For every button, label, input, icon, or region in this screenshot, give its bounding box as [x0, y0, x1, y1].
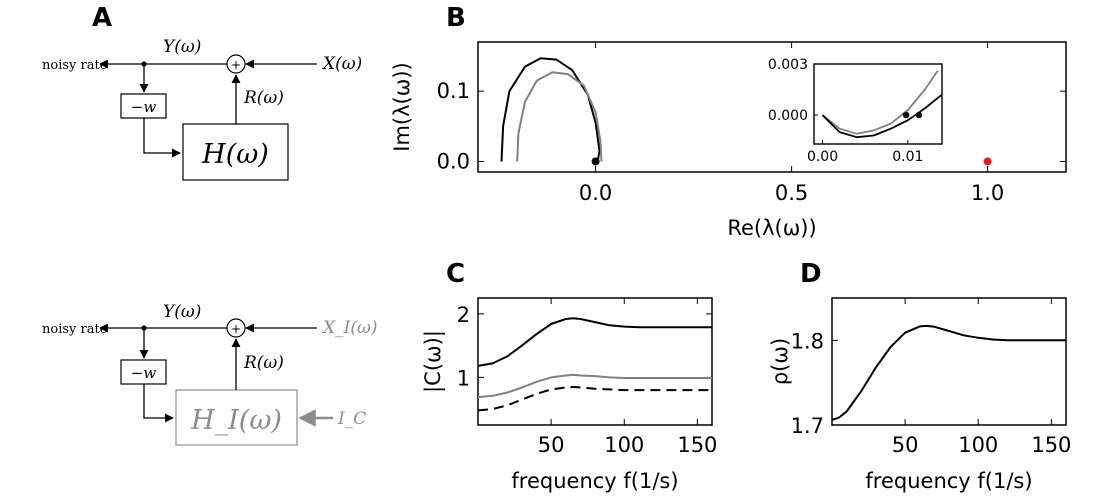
- frequency-curve: [477, 373, 712, 399]
- inset-x-tick-label: 0.01: [892, 149, 923, 165]
- gain-box: [120, 93, 167, 119]
- inset-marker-point: [902, 111, 910, 119]
- x-axis-label: frequency f(1/s): [511, 469, 678, 493]
- current-label: I_C: [337, 409, 366, 429]
- inset-marker-point: [915, 111, 923, 119]
- frequency-curve: [831, 324, 1066, 421]
- inset-y-tick-label: 0.003: [768, 57, 808, 73]
- transfer-function-label: H(ω): [201, 139, 269, 170]
- plot-frame: [477, 41, 1067, 173]
- gain-box: [120, 359, 167, 385]
- x-tick-label: 100: [958, 433, 998, 457]
- inset-curve: [821, 70, 939, 135]
- x-tick-label: 100: [604, 433, 644, 457]
- inset-plot-area: [821, 70, 942, 139]
- x-label: X(ω): [321, 54, 362, 74]
- inset-y-tick-label: 0.000: [768, 108, 808, 124]
- plot-frame: [477, 297, 713, 426]
- y-tick-label: 1.7: [791, 414, 824, 438]
- y-axis-label: |C(ω)|: [421, 330, 446, 393]
- chart-c: 50 100 150 1 2 frequency f(1/s) |C(ω)|: [421, 297, 717, 493]
- x-tick-label: 1.0: [971, 181, 1004, 205]
- block-diagram-top: + −w H(ω) noisy rate Y(ω) X(ω) R(ω): [42, 37, 362, 181]
- panel-letter-b: B: [446, 3, 466, 33]
- x-tick-label: 50: [892, 433, 919, 457]
- gain-label: −w: [131, 98, 157, 116]
- y-tick-label: 1: [457, 366, 470, 390]
- frequency-curve: [477, 317, 712, 367]
- y-axis-label: Im(λ(ω)): [390, 62, 414, 151]
- r-label: R(ω): [243, 353, 284, 373]
- inset-x-tick-label: 0.00: [807, 149, 838, 165]
- output-label: noisy rate: [42, 322, 108, 337]
- plot-frame: [831, 297, 1067, 426]
- y-tick-label: 0.0: [437, 149, 470, 173]
- feedback-arrow-right: [143, 384, 174, 423]
- chart-d: 50 100 150 1.7 1.8 frequency f(1/s) ρ(ω): [768, 297, 1071, 493]
- y-label: Y(ω): [163, 37, 201, 57]
- panel-letter-c: C: [446, 259, 465, 289]
- r-label: R(ω): [243, 88, 284, 108]
- transfer-function-box: [182, 123, 289, 181]
- chart-b: 0.0 0.5 1.0 0.0 0.1 Re(λ(ω)) Im(λ(ω)) 0.00 0.01 0…: [390, 41, 1067, 240]
- y-axis-label: ρ(ω): [768, 338, 792, 385]
- sum-symbol: +: [231, 58, 241, 72]
- inset-curve: [821, 93, 942, 139]
- x-tick-label: 50: [538, 433, 565, 457]
- nyquist-curve: [500, 57, 601, 162]
- x-label: X_I(ω): [321, 318, 377, 338]
- inset-frame: [813, 63, 943, 145]
- panel-letter-a: A: [92, 3, 112, 33]
- y-label: Y(ω): [163, 302, 201, 322]
- block-diagram-bottom: + −w H_I(ω) noisy rate Y(ω) X_I(ω) R(ω) …: [42, 302, 377, 446]
- x-axis-label: frequency f(1/s): [865, 469, 1032, 493]
- panel-letter-d: D: [800, 259, 822, 289]
- x-tick-label: 0.5: [775, 181, 808, 205]
- y-tick-label: 1.8: [791, 329, 824, 353]
- marker-point: [591, 157, 600, 166]
- y-tick-label: 2: [457, 303, 470, 327]
- y-tick-label: 0.1: [437, 79, 470, 103]
- output-label: noisy rate: [42, 58, 108, 73]
- nyquist-curve: [516, 71, 603, 162]
- transfer-function-box: [175, 389, 298, 446]
- x-tick-label: 0.0: [579, 181, 612, 205]
- feedback-arrow-right: [143, 118, 181, 158]
- x-tick-label: 150: [1031, 433, 1071, 457]
- sum-symbol: +: [231, 322, 241, 336]
- x-axis-label: Re(λ(ω)): [727, 216, 816, 240]
- marker-point: [983, 157, 992, 166]
- gain-label: −w: [131, 364, 157, 382]
- x-tick-label: 150: [677, 433, 717, 457]
- transfer-function-label: H_I(ω): [190, 405, 282, 436]
- frequency-curve: [477, 385, 712, 412]
